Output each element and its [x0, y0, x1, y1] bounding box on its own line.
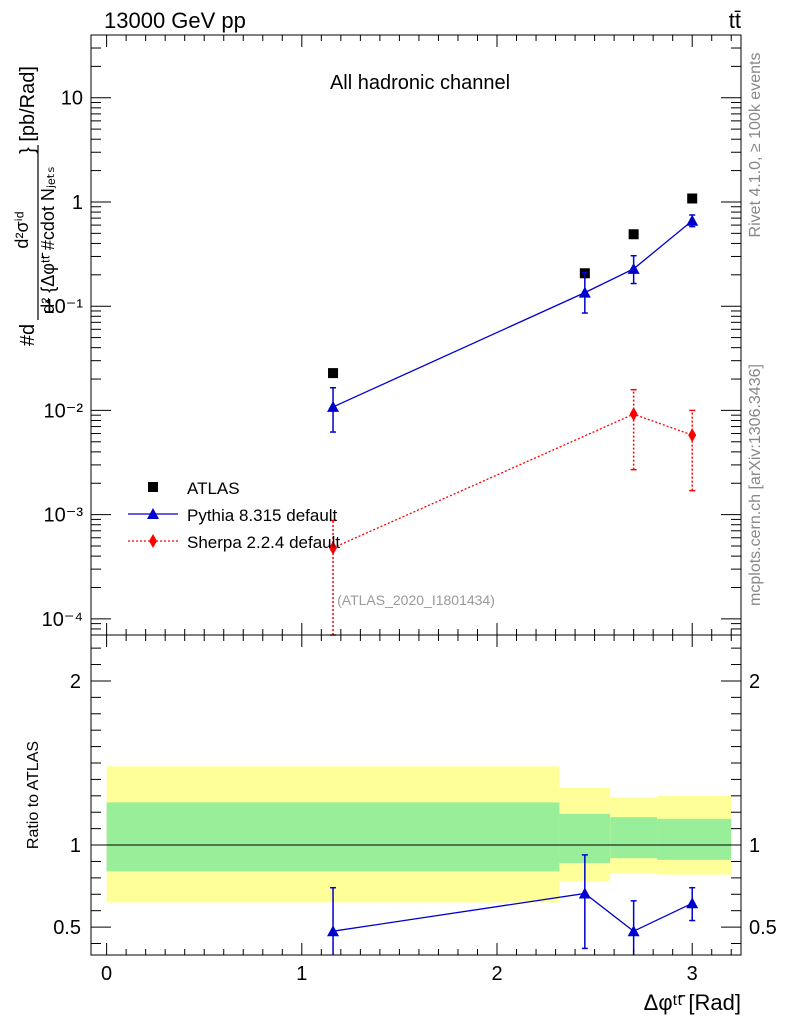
legend-marker-sherpa [149, 534, 157, 548]
lower-ylabel: Ratio to ATLAS [25, 741, 42, 849]
ratio-y-tick-label: 0.5 [53, 917, 81, 939]
lower-marks [327, 854, 699, 955]
ratio-point [578, 887, 591, 899]
y-tick-label: 1 [72, 192, 83, 214]
atlas-point [687, 193, 698, 204]
stat-uncertainty-band [106, 802, 560, 872]
lower-frame [90, 634, 742, 956]
ratio-y-tick-label: 2 [70, 671, 81, 693]
x-tick-label: 2 [491, 963, 502, 985]
ylabel-frac-top: d²σⁱᵈ [12, 211, 32, 248]
ylabel-frac-bottom: d² {Δφᵗᵗ̄ #cdot Nⱼₑₜₛ [38, 166, 58, 314]
pythia-point [627, 262, 640, 274]
upper-ylabel: } [pb/Rad] d²σⁱᵈ d² {Δφᵗᵗ̄ #cdot Nⱼₑₜₛ #… [12, 66, 58, 346]
sherpa-point [629, 407, 638, 422]
stat-uncertainty-band [610, 817, 658, 859]
x-tick-label: 1 [296, 963, 307, 985]
legend: ATLAS Pythia 8.315 default Sherpa 2.2.4 de… [128, 479, 340, 552]
series-line [332, 413, 693, 549]
y-tick-label: 10⁻¹ [44, 296, 84, 318]
x-tick-label: 3 [687, 963, 698, 985]
y-tick-label: 10⁻³ [44, 505, 84, 527]
legend-marker-pythia [147, 508, 159, 519]
y-tick-label: 10 [61, 88, 83, 110]
mcplots-label: mcplots.cern.ch [arXiv:1306.3436] [747, 364, 764, 606]
ratio-point [627, 925, 640, 937]
pythia-point [578, 286, 591, 298]
ratio-point [327, 925, 340, 937]
ratio-y-tick-label-right: 0.5 [749, 917, 777, 939]
rivet-label: Rivet 4.1.0, ≥ 100k events [747, 53, 764, 238]
y-tick-label: 10⁻⁴ [42, 609, 83, 631]
channel-label: All hadronic channel [330, 72, 510, 94]
ratio-y-tick-label: 1 [70, 835, 81, 857]
upper-marks [327, 193, 699, 636]
x-tick-label: 0 [101, 963, 112, 985]
pythia-point [327, 400, 340, 412]
x-axis-label: Δφᵗᵗ̄ [Rad] [644, 990, 741, 1015]
ratio-y-tick-label-right: 1 [749, 835, 760, 857]
lower-panel: 0.5 0.5 1 1 2 2 [53, 634, 777, 956]
pythia-point [686, 214, 699, 226]
ylabel-prefix: #d [17, 324, 39, 346]
legend-label: Sherpa 2.2.4 default [187, 533, 340, 552]
header-left: 13000 GeV pp [104, 8, 246, 33]
y-tick-label: 10⁻² [44, 400, 84, 422]
atlas-point [628, 229, 639, 240]
series-line [332, 220, 693, 408]
ratio-bands [91, 766, 741, 903]
ylabel-units: } [pb/Rad] [17, 66, 39, 154]
header-right: tt̄ [729, 8, 741, 33]
legend-label: Pythia 8.315 default [187, 506, 338, 525]
legend-marker-atlas [148, 482, 158, 492]
ratio-point [686, 897, 699, 909]
lower-ticks: 0.5 0.5 1 1 2 2 [53, 635, 777, 955]
x-tick-labels: 0 1 2 3 [101, 963, 698, 985]
analysis-id: (ATLAS_2020_I1801434) [337, 592, 495, 608]
upper-ticks: 10⁻⁴ 10⁻³ 10⁻² 10⁻¹ 1 10 [42, 34, 741, 636]
ratio-line [332, 892, 693, 932]
sherpa-point [329, 540, 338, 555]
stat-uncertainty-band [657, 818, 732, 860]
upper-panel: 10⁻⁴ 10⁻³ 10⁻² 10⁻¹ 1 10 All hadronic channel… [42, 34, 742, 636]
ratio-y-tick-label-right: 2 [749, 671, 760, 693]
sherpa-point [688, 428, 697, 443]
legend-label: ATLAS [187, 479, 240, 498]
atlas-point [328, 368, 339, 379]
